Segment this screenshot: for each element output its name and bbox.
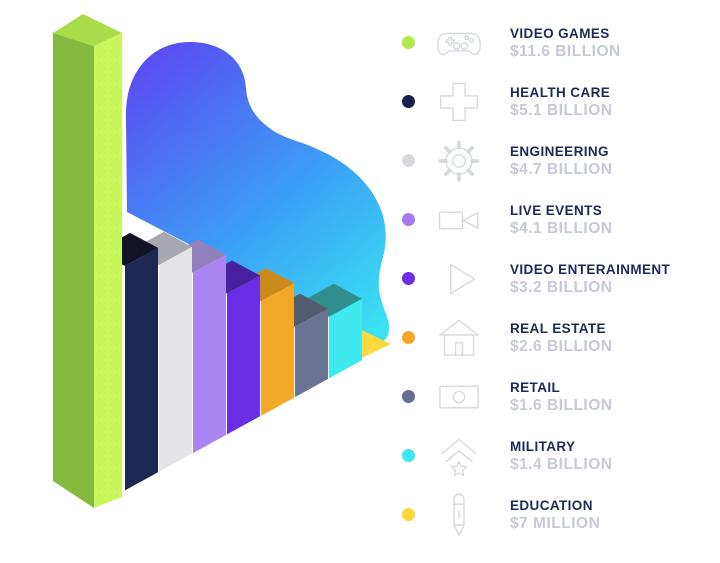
legend-label: LIVE EVENTS <box>510 202 603 218</box>
bar-video-enterainment <box>227 275 260 435</box>
gradient-blob <box>125 42 390 345</box>
legend-value: $4.1 BILLION <box>510 219 613 237</box>
legend-color-dot <box>402 390 415 403</box>
bar-military <box>329 298 362 379</box>
legend-row-real-estate: REAL ESTATE $2.6 BILLION <box>0 308 720 367</box>
legend-row-military: MILITARY $1.4 BILLION <box>0 426 720 485</box>
chart-canvas <box>53 14 391 508</box>
legend-value: $11.6 BILLION <box>510 42 621 60</box>
legend-label: MILITARY <box>510 438 576 454</box>
legend-color-dot <box>402 95 415 108</box>
legend-color-dot <box>402 508 415 521</box>
legend-label: VIDEO ENTERAINMENT <box>510 261 671 277</box>
legend-value: $1.6 BILLION <box>510 396 613 414</box>
legend-value: $7 MILLION <box>510 514 601 532</box>
legend-label: ENGINEERING <box>510 143 609 159</box>
legend: VIDEO GAMES $11.6 BILLION HEALTH CARE $5… <box>0 13 720 544</box>
legend-color-dot <box>402 331 415 344</box>
legend-value: $4.7 BILLION <box>510 160 613 178</box>
legend-row-live-events: LIVE EVENTS $4.1 BILLION <box>0 190 720 249</box>
legend-row-health-care: HEALTH CARE $5.1 BILLION <box>0 72 720 131</box>
bar-live-events <box>193 254 226 454</box>
bar-video-games-top <box>53 14 122 46</box>
bar-retail <box>295 308 328 398</box>
military-rank-icon <box>432 429 486 483</box>
legend-label: HEALTH CARE <box>510 84 611 100</box>
legend-row-retail: RETAIL $1.6 BILLION <box>0 367 720 426</box>
legend-color-dot <box>402 449 415 462</box>
bar-health-care <box>125 247 158 491</box>
legend-color-dot <box>402 213 415 226</box>
legend-value: $5.1 BILLION <box>510 101 613 119</box>
legend-row-video-enterainment: VIDEO ENTERAINMENT $3.2 BILLION <box>0 249 720 308</box>
medical-cross-icon <box>432 75 486 129</box>
bar-video-games-side <box>53 33 94 508</box>
legend-color-dot <box>402 272 415 285</box>
legend-value: $2.6 BILLION <box>510 337 613 355</box>
house-icon <box>432 311 486 365</box>
legend-value: $3.2 BILLION <box>510 278 613 296</box>
legend-color-dot <box>402 36 415 49</box>
legend-label: EDUCATION <box>510 497 593 513</box>
legend-value: $1.4 BILLION <box>510 455 613 473</box>
legend-label: RETAIL <box>510 379 561 395</box>
money-icon <box>432 370 486 424</box>
3d-bar-chart <box>53 14 391 508</box>
video-camera-icon <box>432 193 486 247</box>
legend-row-education: EDUCATION $7 MILLION <box>0 485 720 544</box>
gear-icon <box>432 134 486 188</box>
pencil-icon <box>432 488 486 542</box>
legend-row-engineering: ENGINEERING $4.7 BILLION <box>0 131 720 190</box>
legend-color-dot <box>402 154 415 167</box>
legend-label: REAL ESTATE <box>510 320 606 336</box>
legend-label: VIDEO GAMES <box>510 25 610 41</box>
game-controller-icon <box>432 16 486 70</box>
bar-real-estate <box>261 283 294 416</box>
play-icon <box>432 252 486 306</box>
legend-row-video-games: VIDEO GAMES $11.6 BILLION <box>0 13 720 72</box>
bar-engineering <box>159 246 192 472</box>
